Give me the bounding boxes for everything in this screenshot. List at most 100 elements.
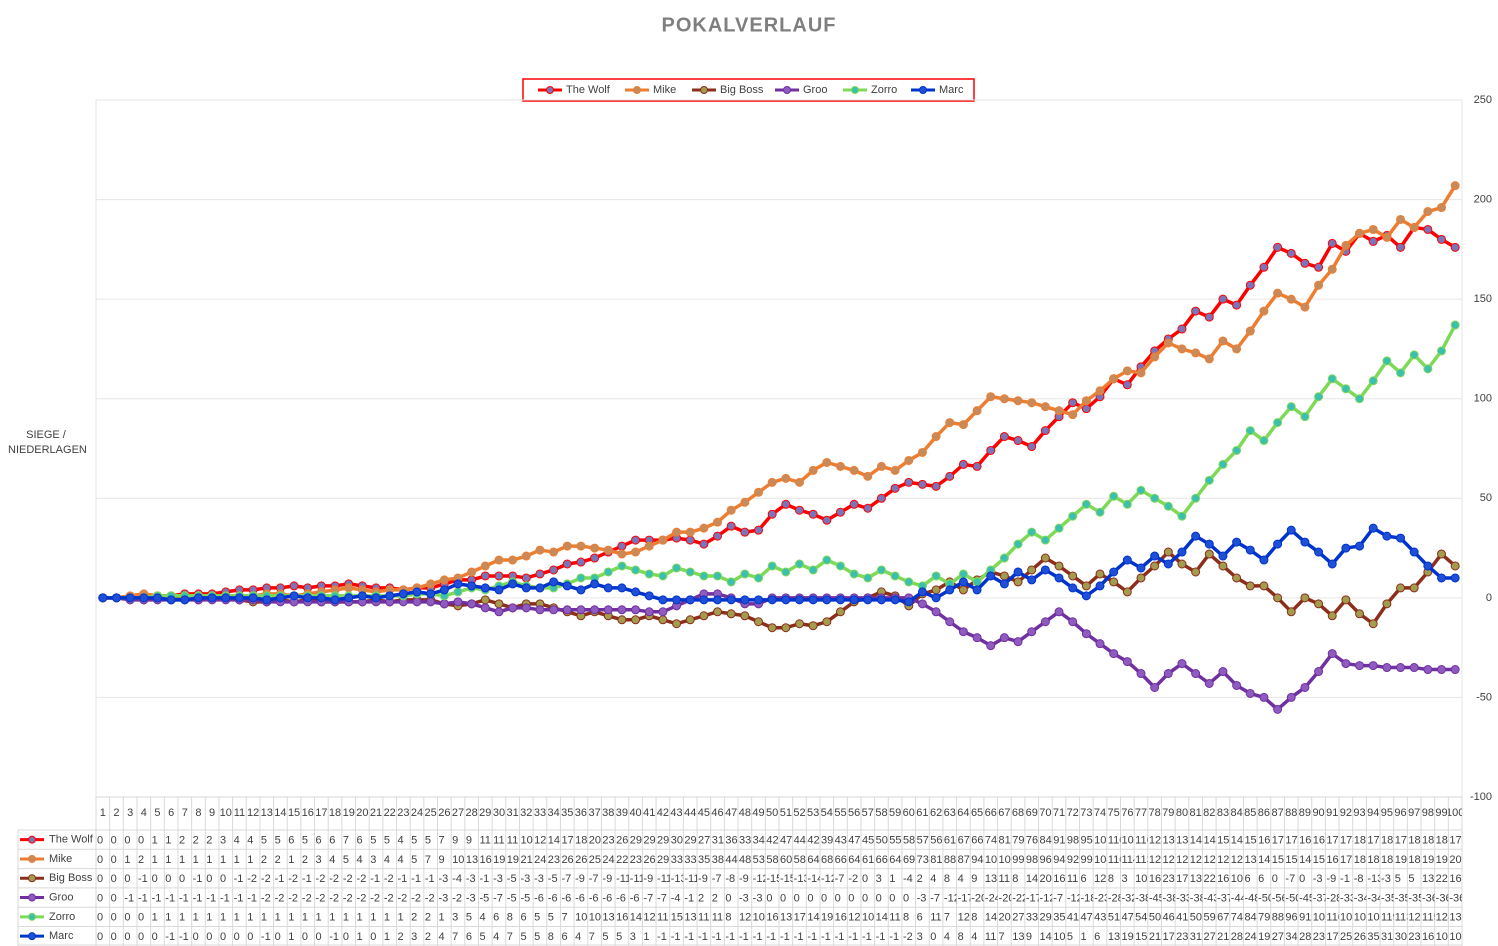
table-cell: 115: [1422, 912, 1435, 924]
table-cell: 1: [206, 912, 212, 924]
table-cell: 2: [917, 873, 923, 885]
table-value: 19: [821, 912, 833, 924]
data-point: [248, 593, 258, 603]
x-tick-label: 79: [1162, 807, 1174, 819]
table-cell: 8: [507, 912, 513, 924]
table-value: 1: [165, 854, 171, 866]
table-value: 33: [739, 835, 751, 847]
table-value: 5: [1067, 931, 1073, 943]
table-value: -2: [903, 931, 913, 943]
x-tick-label: 80: [1176, 807, 1188, 819]
table-cell: 22: [384, 807, 396, 819]
table-value: 68: [821, 854, 833, 866]
x-tick-label: 7: [182, 807, 188, 819]
data-point: [1245, 688, 1255, 698]
table-value: -9: [602, 873, 612, 885]
table-value: 41: [1176, 912, 1188, 924]
table-value: 105: [1340, 912, 1358, 924]
table-value: 2: [425, 931, 431, 943]
data-point: [1368, 236, 1378, 246]
table-cell: 58: [903, 835, 915, 847]
table-cell: 5: [343, 854, 349, 866]
x-tick-label: 5: [154, 807, 160, 819]
x-tick-label: 1: [100, 807, 106, 819]
data-point: [1109, 567, 1119, 577]
data-point: [849, 595, 859, 605]
table-value: -2: [370, 892, 380, 904]
table-value: -2: [425, 892, 435, 904]
data-point: [794, 619, 804, 629]
table-cell: -5: [507, 873, 517, 885]
data-point: [835, 507, 845, 517]
table-cell: 1: [206, 854, 212, 866]
table-value: 12: [739, 912, 751, 924]
table-cell: 10: [1053, 931, 1065, 943]
table-value: -9: [1326, 873, 1336, 885]
table-value: 46: [1162, 912, 1174, 924]
table-cell: 10: [575, 912, 587, 924]
data-point: [1191, 531, 1201, 541]
x-tick-label: 41: [643, 807, 655, 819]
table-cell: 6: [493, 912, 499, 924]
table-value: -5: [520, 892, 530, 904]
table-value: 29: [630, 835, 642, 847]
table-value: 1: [889, 873, 895, 885]
table-value: 0: [97, 873, 103, 885]
table-value: 165: [1326, 854, 1344, 866]
table-value: -13: [1367, 873, 1383, 885]
table-cell: 15: [671, 912, 683, 924]
table-cell: 19: [343, 807, 355, 819]
table-value: -1: [712, 931, 722, 943]
x-tick-label: 32: [520, 807, 532, 819]
table-cell: -1: [1340, 873, 1350, 885]
x-tick-label: 10: [220, 807, 232, 819]
table-cell: -12: [1067, 892, 1080, 904]
table-cell: -3: [520, 873, 530, 885]
table-cell: -20: [999, 892, 1012, 904]
table-cell: 38: [712, 854, 724, 866]
table-cell: 9: [439, 854, 445, 866]
table-cell: 5: [154, 807, 160, 819]
data-point: [1109, 649, 1119, 659]
data-point: [1081, 591, 1091, 601]
table-value: 5: [425, 835, 431, 847]
data-point: [754, 595, 764, 605]
table-value: 182: [1381, 835, 1399, 847]
table-cell: 5: [411, 835, 417, 847]
table-value: 26: [1354, 931, 1366, 943]
data-point: [672, 527, 682, 537]
table-cell: -2: [411, 892, 421, 904]
table-value: 21: [1149, 931, 1161, 943]
data-point: [1054, 573, 1064, 583]
data-point: [1013, 436, 1023, 446]
data-point: [467, 581, 477, 591]
table-value: 3: [452, 912, 458, 924]
table-value: 57: [917, 835, 929, 847]
data-point: [644, 591, 654, 601]
table-cell: 35: [1367, 931, 1379, 943]
data-point: [1095, 569, 1105, 579]
table-cell: 75: [1108, 807, 1120, 819]
data-point: [685, 567, 695, 577]
table-value: 1: [329, 912, 335, 924]
table-cell: 93: [1353, 807, 1365, 819]
table-cell: 62: [930, 807, 942, 819]
table-value: 4: [958, 873, 964, 885]
table-cell: 6: [561, 931, 567, 943]
x-tick-label: 58: [875, 807, 887, 819]
table-cell: -8: [725, 873, 735, 885]
table-cell: 34: [753, 835, 765, 847]
table-cell: 13: [1190, 873, 1202, 885]
legend-marker: [28, 874, 36, 883]
table-value: 0: [1299, 873, 1305, 885]
table-cell: 0: [97, 854, 103, 866]
table-cell: 168: [1299, 835, 1312, 847]
table-cell: 1: [343, 912, 349, 924]
data-point: [1218, 561, 1228, 571]
table-cell: -1: [835, 931, 845, 943]
table-value: 22: [1203, 873, 1215, 885]
table-cell: 5: [370, 835, 376, 847]
table-value: -1: [398, 873, 408, 885]
table-cell: 1: [316, 912, 322, 924]
table-cell: 8: [548, 931, 554, 943]
